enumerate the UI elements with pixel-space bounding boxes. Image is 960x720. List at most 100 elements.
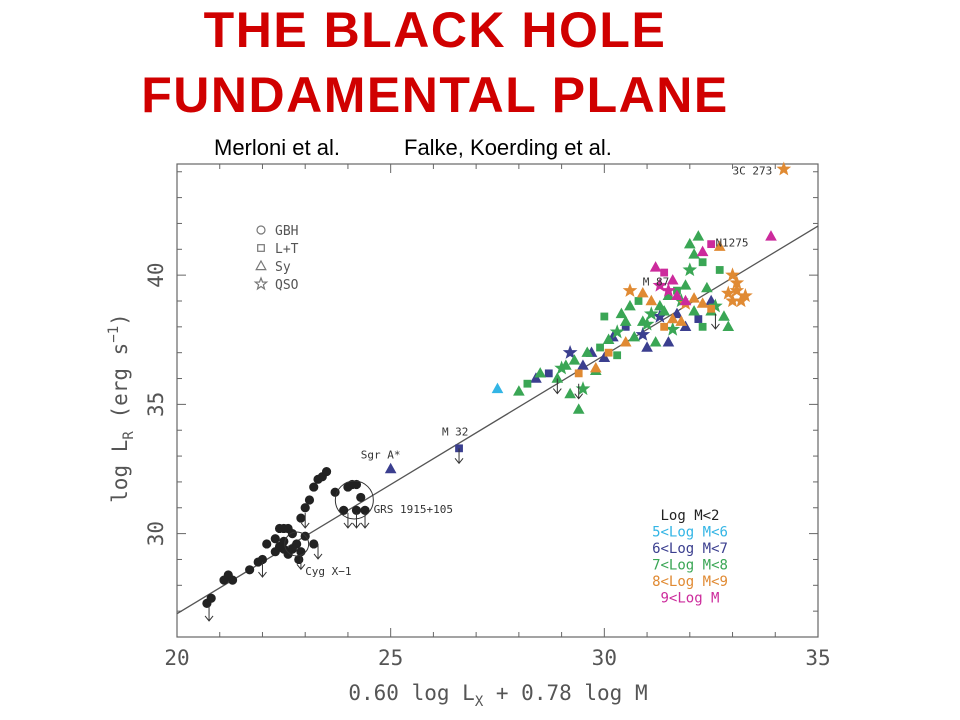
cyg-x1-circle bbox=[284, 531, 310, 557]
credit-falke-koerding: Falke, Koerding et al. bbox=[404, 135, 612, 160]
data-point bbox=[572, 403, 585, 414]
data-point bbox=[683, 237, 696, 249]
data-point bbox=[636, 287, 649, 298]
data-point bbox=[534, 367, 547, 378]
data-point bbox=[666, 312, 679, 324]
data-point bbox=[262, 539, 272, 549]
data-point bbox=[688, 292, 700, 303]
source-annotations: 3C 273 N1275 M 87 M 32 Sgr A* GRS 1915+105 Cyg… bbox=[305, 164, 772, 578]
annotation-label: M 32 bbox=[442, 425, 469, 438]
data-point bbox=[652, 277, 668, 292]
data-point bbox=[639, 316, 655, 331]
legend-symbol bbox=[257, 244, 265, 252]
data-point bbox=[544, 369, 553, 378]
data-point bbox=[351, 479, 362, 490]
data-point bbox=[662, 336, 675, 347]
data-point bbox=[698, 258, 707, 267]
data-point bbox=[604, 348, 613, 357]
legend-symbol bbox=[253, 276, 269, 291]
data-point bbox=[589, 361, 602, 373]
upper-limit-arrow bbox=[711, 313, 720, 330]
data-point bbox=[598, 351, 611, 363]
data-point bbox=[581, 346, 594, 357]
upper-limit-arrow bbox=[552, 378, 562, 395]
slide-title-line-2: FUNDAMENTAL PLANE bbox=[141, 67, 729, 123]
data-point bbox=[279, 536, 289, 546]
data-point bbox=[270, 534, 280, 544]
upper-limit-arrow bbox=[574, 383, 584, 400]
data-point bbox=[692, 230, 705, 241]
data-point bbox=[356, 492, 366, 503]
data-point bbox=[643, 306, 659, 321]
shape-legend: GBH L+T Sy QSO bbox=[253, 224, 299, 293]
data-point bbox=[776, 161, 792, 176]
data-point bbox=[321, 466, 332, 477]
data-point bbox=[645, 294, 658, 306]
x-tick-label: 35 bbox=[805, 646, 830, 670]
data-point bbox=[523, 379, 532, 388]
data-point bbox=[682, 262, 698, 277]
data-point bbox=[694, 315, 703, 323]
data-point bbox=[660, 268, 669, 277]
annotation-label: M 87 bbox=[643, 275, 670, 288]
data-point bbox=[206, 593, 216, 603]
data-point bbox=[713, 240, 726, 251]
upper-limit-arrow bbox=[454, 448, 464, 465]
slide-title-line-1: THE BLACK HOLE bbox=[203, 2, 667, 58]
credit-merloni: Merloni et al. bbox=[214, 135, 340, 160]
data-point bbox=[279, 544, 289, 554]
y-tick-label: 40 bbox=[144, 262, 168, 287]
mass-legend-label: 6<Log M<7 bbox=[652, 541, 728, 557]
data-point bbox=[300, 503, 310, 513]
shape-legend-label: GBH bbox=[275, 224, 298, 239]
data-point bbox=[596, 343, 604, 352]
data-point bbox=[577, 359, 589, 370]
x-tick-label: 20 bbox=[164, 646, 189, 670]
grs-1915-circle bbox=[334, 480, 374, 520]
data-point bbox=[725, 267, 740, 282]
upper-limit-arrow bbox=[296, 554, 306, 571]
upper-limit-arrow bbox=[258, 562, 267, 578]
data-point bbox=[708, 298, 723, 313]
data-point bbox=[679, 320, 692, 332]
mass-color-legend: Log M<25<Log M<66<Log M<77<Log M<88<Log … bbox=[652, 508, 728, 607]
data-point bbox=[568, 354, 581, 365]
data-point bbox=[304, 495, 315, 505]
x-label-main: 0.60 log L bbox=[348, 681, 474, 705]
data-point bbox=[600, 312, 609, 321]
data-point bbox=[287, 529, 297, 539]
data-point bbox=[671, 307, 683, 319]
shape-legend-label: Sy bbox=[275, 260, 291, 275]
data-point bbox=[609, 324, 625, 339]
data-point bbox=[635, 326, 651, 341]
y-label-exp: −1 bbox=[106, 326, 122, 343]
data-point bbox=[628, 330, 641, 342]
data-point bbox=[765, 230, 777, 241]
data-point bbox=[688, 248, 700, 259]
data-point bbox=[707, 240, 716, 249]
data-point bbox=[696, 297, 709, 308]
data-point bbox=[718, 310, 730, 321]
data-point bbox=[671, 289, 683, 301]
data-point bbox=[330, 487, 340, 497]
upper-limit-arrow bbox=[313, 543, 323, 560]
data-point bbox=[602, 333, 615, 344]
x-label-sub: X bbox=[475, 694, 484, 710]
data-point bbox=[296, 513, 306, 523]
data-point bbox=[619, 315, 632, 326]
data-point bbox=[309, 539, 319, 549]
mass-legend-label: 7<Log M<8 bbox=[652, 558, 728, 574]
annotation-label: Cyg X−1 bbox=[305, 565, 351, 578]
data-point bbox=[720, 285, 736, 300]
data-point bbox=[707, 304, 716, 313]
data-point bbox=[294, 554, 304, 565]
data-point bbox=[675, 315, 688, 326]
data-point bbox=[562, 344, 578, 359]
data-point bbox=[560, 359, 572, 370]
annotation-label: 3C 273 bbox=[733, 164, 773, 177]
data-point bbox=[513, 385, 525, 396]
y-tick-label: 35 bbox=[144, 392, 168, 417]
x-tick-label: 25 bbox=[378, 646, 403, 670]
upper-limit-arrow bbox=[204, 605, 214, 622]
